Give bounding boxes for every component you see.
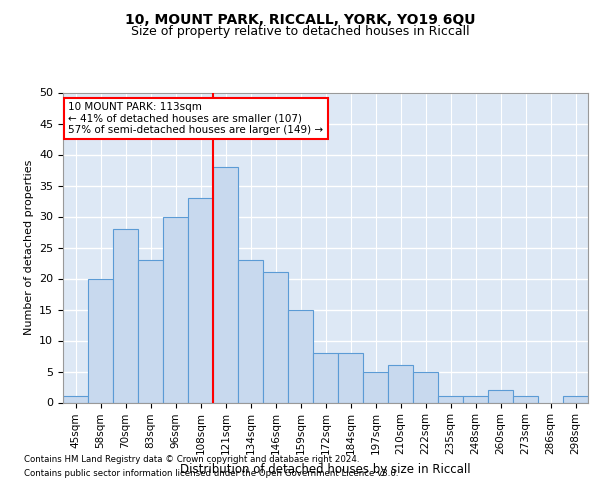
- Bar: [163, 216, 188, 402]
- Bar: [63, 396, 88, 402]
- Text: Contains public sector information licensed under the Open Government Licence v3: Contains public sector information licen…: [24, 469, 398, 478]
- Bar: [113, 229, 138, 402]
- Bar: [138, 260, 163, 402]
- Text: Contains HM Land Registry data © Crown copyright and database right 2024.: Contains HM Land Registry data © Crown c…: [24, 456, 359, 464]
- Text: 10 MOUNT PARK: 113sqm
← 41% of detached houses are smaller (107)
57% of semi-det: 10 MOUNT PARK: 113sqm ← 41% of detached …: [68, 102, 323, 135]
- Bar: [213, 167, 238, 402]
- Bar: [238, 260, 263, 402]
- Text: 10, MOUNT PARK, RICCALL, YORK, YO19 6QU: 10, MOUNT PARK, RICCALL, YORK, YO19 6QU: [125, 12, 475, 26]
- Bar: [363, 372, 388, 402]
- Bar: [488, 390, 513, 402]
- Text: Size of property relative to detached houses in Riccall: Size of property relative to detached ho…: [131, 25, 469, 38]
- X-axis label: Distribution of detached houses by size in Riccall: Distribution of detached houses by size …: [180, 462, 471, 475]
- Bar: [513, 396, 538, 402]
- Bar: [288, 310, 313, 402]
- Bar: [463, 396, 488, 402]
- Bar: [263, 272, 288, 402]
- Bar: [388, 366, 413, 403]
- Bar: [88, 278, 113, 402]
- Y-axis label: Number of detached properties: Number of detached properties: [23, 160, 34, 335]
- Bar: [563, 396, 588, 402]
- Bar: [413, 372, 438, 402]
- Bar: [188, 198, 213, 402]
- Bar: [438, 396, 463, 402]
- Bar: [338, 353, 363, 403]
- Bar: [313, 353, 338, 403]
